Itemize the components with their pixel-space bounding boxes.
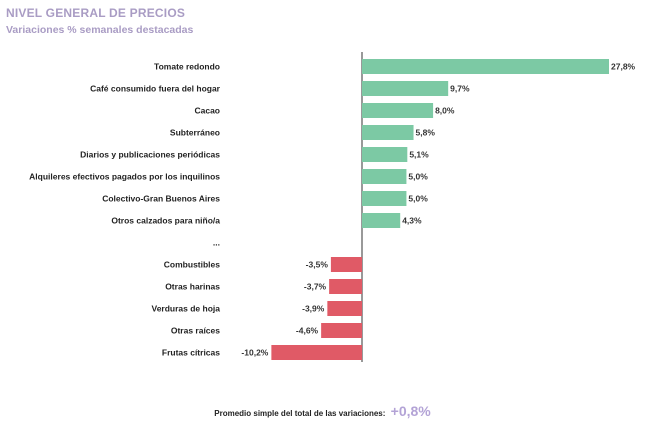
data-label: -10,2% <box>241 348 268 358</box>
data-label: -3,7% <box>304 282 327 292</box>
category-label: Otras harinas <box>165 282 220 292</box>
category-label: Colectivo-Gran Buenos Aires <box>102 194 220 204</box>
category-label: Otros calzados para niño/a <box>111 216 220 226</box>
chart-title: NIVEL GENERAL DE PRECIOS <box>6 6 186 20</box>
data-label: 5,0% <box>408 194 428 204</box>
category-label: Subterráneo <box>170 128 220 138</box>
category-label: Tomate redondo <box>154 62 220 72</box>
bar <box>362 103 434 118</box>
data-label: -3,5% <box>306 260 329 270</box>
category-label: Verduras de hoja <box>152 304 221 314</box>
bar <box>362 125 414 140</box>
bar <box>362 191 407 206</box>
data-label: 8,0% <box>435 106 455 116</box>
footer-note: Promedio simple del total de las variaci… <box>0 403 645 419</box>
data-label: 5,1% <box>409 150 429 160</box>
data-label: 4,3% <box>402 216 422 226</box>
bar <box>362 169 407 184</box>
bar <box>327 301 362 316</box>
footer-label: Promedio simple del total de las variaci… <box>214 409 386 418</box>
category-label: Café consumido fuera del hogar <box>90 84 221 94</box>
chart-subtitle: Variaciones % semanales destacadas <box>6 24 194 36</box>
bar <box>362 213 401 228</box>
category-label: Diarios y publicaciones periódicas <box>80 150 220 160</box>
category-label: Combustibles <box>164 260 220 270</box>
bar <box>329 279 362 294</box>
data-label: 27,8% <box>611 62 636 72</box>
data-label: -3,9% <box>302 304 325 314</box>
bar <box>362 147 408 162</box>
category-label: Frutas cítricas <box>162 348 220 358</box>
category-label: ... <box>213 238 220 248</box>
data-label: 5,0% <box>408 172 428 182</box>
category-label: Otras raíces <box>171 326 220 336</box>
bar <box>362 81 449 96</box>
bar <box>271 345 362 360</box>
average-value: +0,8% <box>390 403 431 419</box>
data-label: 9,7% <box>450 84 470 94</box>
bar <box>321 323 362 338</box>
category-label: Cacao <box>194 106 220 116</box>
category-label: Alquileres efectivos pagados por los inq… <box>29 172 220 182</box>
bar <box>362 59 609 74</box>
data-label: -4,6% <box>296 326 319 336</box>
data-label: 5,8% <box>416 128 436 138</box>
bar <box>330 257 362 272</box>
bar-chart: Tomate redondo 27,8% Café consumido fuera … <box>29 52 636 362</box>
